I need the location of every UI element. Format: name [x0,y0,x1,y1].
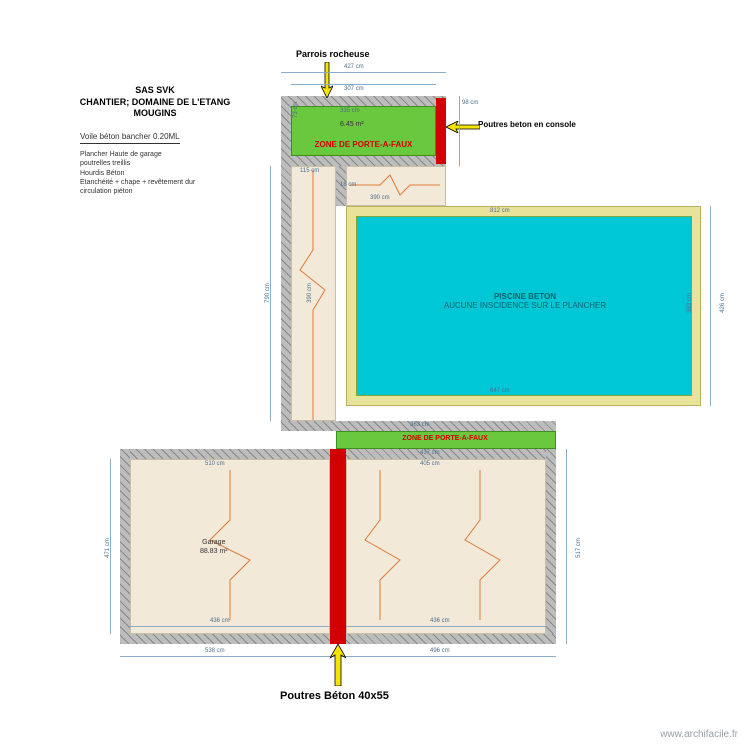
dim-bottom-right-text: 496 cm [430,648,450,654]
dim-pool-h-outer [710,206,711,406]
legend-item-1: Voile béton bancher 0.20ML [80,132,180,144]
pool-line-1: PISCINE BETON [400,292,650,301]
pool-label: PISCINE BETON AUCUNE INSCIDENCE SUR LE P… [400,292,650,310]
floor-garage-left [130,459,330,634]
dim-pool-inner: 647 cm [490,388,510,394]
legend-desc-4: Etanchéité + chape + revêtement dur [80,178,240,187]
dim-garage-hr [566,449,567,644]
dim-corridor-w: 115 cm [300,168,319,174]
title-line-3: MOUGINS [75,108,235,120]
dim-garage-br [346,626,546,627]
floor-garage-right [346,459,546,634]
wall-corridor-left [281,166,291,421]
wall-garage-right [546,449,556,644]
floor-corridor [291,166,336,421]
wall-top-bottom [281,156,446,166]
red-beam-console [436,98,446,164]
upper-area-label: 6.45 m² [340,120,364,129]
dim-garage-wl: 510 cm [205,461,225,467]
wall-top [281,96,446,106]
dim-green-low-w: 363 cm [410,422,430,428]
dim-top-inner-text: 307 cm [344,86,364,92]
dim-top-outer [281,72,446,73]
dim-right-upper-text: 98 cm [462,100,478,106]
dim-corridor-h-text: 390 cm [307,283,313,303]
legend-desc-3: Hourdis Béton [80,169,240,178]
dim-garage-bl-text: 436 cm [210,618,230,624]
arrow-bottom-icon [330,644,346,686]
legend-desc-5: circulation piéton [80,187,240,196]
zone-label-lower: ZONE DE PORTE-A-FAUX [350,434,540,443]
dim-garage-hr-text: 517 cm [576,538,582,558]
dim-mid-w: 390 cm [370,195,390,201]
callout-right: Poutres beton en console [478,120,576,129]
dim-garage-wr: 405 cm [420,461,440,467]
garage-label: Garage [200,538,228,547]
dim-garage-bl [130,626,330,627]
red-beam-central [330,449,346,644]
watermark: www.archifacile.fr [660,729,738,740]
dim-pool-w: 812 cm [490,208,510,214]
legend-block: Voile béton bancher 0.20ML Plancher Haut… [80,132,240,196]
dim-right-upper [459,96,460,166]
dim-green-w: 335 cm [340,108,360,114]
floor-upper-right [346,166,446,206]
zone-label-upper: ZONE DE PORTE-A-FAUX [296,140,431,150]
arrow-top-icon [321,62,333,98]
garage-label-block: Garage 88.83 m² [200,538,228,556]
legend-desc-1: Plancher Haute de garage [80,150,240,159]
callout-top: Parrois rocheuse [296,49,370,59]
callout-bottom: Poutres Béton 40x55 [280,690,389,702]
wall-garage-left [120,449,130,644]
dim-tiny18: 18 cm [340,182,356,188]
dim-garage-h-text: 471 cm [105,538,111,558]
drawing-canvas: SAS SVK CHANTIER; DOMAINE DE L'ETANG MOU… [0,0,750,750]
dim-top-outer-text: 427 cm [344,64,364,70]
dim-bottom-left [120,656,338,657]
title-line-2: CHANTIER; DOMAINE DE L'ETANG [75,97,235,109]
title-line-1: SAS SVK [75,85,235,97]
dim-bottom-right [338,656,556,657]
dim-left-total: 790 cm [265,283,271,303]
dim-green-side: 73 cm [293,102,299,118]
pool-line-2: AUCUNE INSCIDENCE SUR LE PLANCHER [400,301,650,310]
dim-bottom-left-text: 538 cm [205,648,225,654]
title-block: SAS SVK CHANTIER; DOMAINE DE L'ETANG MOU… [75,85,235,120]
arrow-right-icon [446,121,480,133]
dim-garage-wr2: 437 cm [420,450,440,456]
dim-garage-br-text: 436 cm [430,618,450,624]
legend-desc-2: poutrelles treillis [80,159,240,168]
dim-pool-h: 383 cm [687,293,693,313]
dim-pool-h-outer-text: 426 cm [720,293,726,313]
dim-top-inner [291,84,436,85]
garage-area: 88.83 m² [200,547,228,556]
